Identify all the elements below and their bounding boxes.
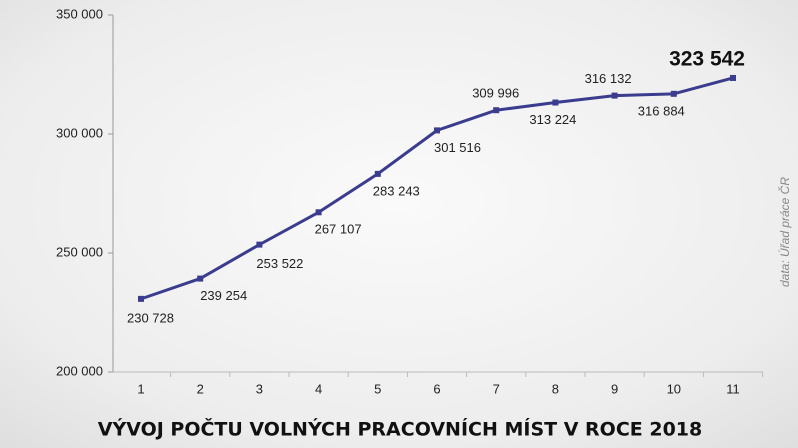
source: data: Úřad práce ČR [777,177,792,287]
data-label: 309 996 [472,86,519,101]
data-label: 301 516 [434,140,481,155]
y-tick-label: 250 000 [56,244,103,259]
x-tick-label: 3 [256,381,263,396]
point [552,99,559,106]
data-label: 253 522 [256,256,303,271]
point [256,241,263,248]
x-tick-label: 7 [493,381,500,396]
point [730,74,736,81]
x-tick-label: 6 [433,381,440,396]
data-label: 316 132 [585,71,632,86]
point [315,209,322,216]
point [197,275,204,282]
x-tick-label: 5 [374,381,381,396]
x-tick-label: 2 [197,381,204,396]
x-tick-label: 8 [552,381,559,396]
x-tick-label: 11 [726,381,740,396]
x-tick-label: 10 [667,381,681,396]
data-label: 267 107 [315,222,362,237]
y-tick-label: 300 000 [56,125,103,140]
data-label: 316 884 [638,103,685,118]
point [670,90,677,97]
point [493,107,500,114]
data-label: 283 243 [373,183,420,198]
x-tick-label: 9 [611,381,618,396]
chart-title: VÝVOJ POČTU VOLNÝCH PRACOVNÍCH MÍST V RO… [98,417,703,441]
point [611,92,618,99]
data-label: 230 728 [127,310,174,325]
point [434,127,440,134]
data-label: 239 254 [200,288,247,303]
point [138,295,144,302]
y-tick-label: 200 000 [56,363,103,378]
x-tick-label: 1 [137,381,144,396]
data-label: 313 224 [529,112,576,127]
data-label: 323 542 [669,48,745,71]
point [374,170,381,177]
x-tick-label: 4 [315,381,322,396]
y-tick-label: 350 000 [56,6,103,21]
